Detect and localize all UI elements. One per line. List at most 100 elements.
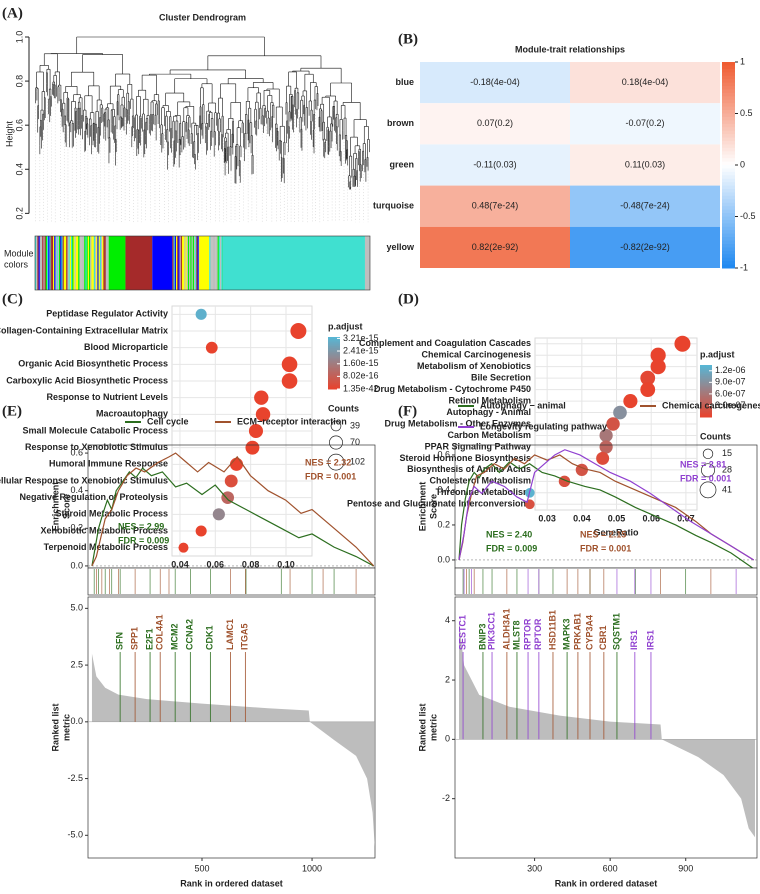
colorbar-step (722, 120, 735, 125)
size-key (699, 481, 717, 499)
colorbar-step (700, 368, 712, 371)
category-label: Carboxylic Acid Biosynthetic Process (6, 375, 168, 385)
colorbar-step (700, 392, 712, 395)
cell-label: -0.48(7e-24) (620, 201, 670, 211)
category-label: Small Molecule Catabolic Process (22, 425, 168, 435)
category-label: Cellular Response to Xenobiotic Stimulus (0, 475, 168, 485)
colorbar-step (722, 178, 735, 183)
module-color (45, 236, 48, 290)
gene-label: RPTOR (522, 618, 532, 650)
colorbar-step (700, 367, 712, 370)
module-color (196, 236, 198, 290)
module-color (59, 236, 61, 290)
colorbar-step (328, 369, 340, 372)
x-tick-label: 1000 (302, 863, 322, 873)
y-tick-label: 0.2 (14, 207, 24, 220)
colorbar-step (328, 357, 340, 360)
dot (248, 423, 264, 439)
colorbar-step (722, 237, 735, 242)
colorbar-step (700, 398, 712, 401)
colorbar-step (722, 171, 735, 176)
cell-label: -0.82(2e-92) (620, 242, 670, 252)
module-color (77, 236, 79, 290)
y-tick-label: 0.0 (437, 554, 450, 564)
category-label: Collagen-Containing Extracellular Matrix (0, 325, 168, 335)
size-key-label: 41 (722, 484, 732, 494)
colorbar-step (722, 134, 735, 139)
module-color (215, 236, 217, 290)
colorbar-step (328, 385, 340, 387)
gene-label: MLST8 (511, 620, 521, 650)
chart-title: Module-trait relationships (515, 44, 625, 54)
colorbar-step (700, 384, 712, 387)
category-label: Biosynthesis of Amino Acids (407, 464, 531, 474)
dot (650, 347, 666, 363)
colorbar-tick-label: 1.35e-42 (343, 383, 379, 393)
colorbar-step (722, 240, 735, 245)
panel-label: (E) (2, 403, 22, 419)
module-color (216, 236, 218, 290)
category-label: Negative Regulation of Proteolysis (19, 492, 168, 502)
category-label: Drug Metabolism - Other Enzymes (384, 418, 531, 428)
category-label: Retinol Metabolism (448, 395, 531, 405)
colorbar-step (722, 168, 735, 173)
row-label: green (389, 159, 414, 169)
cell-label: -0.18(4e-04) (470, 77, 520, 87)
legend-label: Longevity regulating pathway (480, 421, 607, 431)
module-color (101, 236, 103, 290)
module-color (49, 236, 51, 290)
colorbar-step (722, 158, 735, 163)
colorbar-tick-label: 3.0e-07 (715, 400, 746, 410)
dot (596, 451, 610, 465)
heatmap-cell (570, 144, 720, 186)
colorbar-step (700, 372, 712, 375)
module-color (42, 236, 44, 290)
colorbar-step (722, 243, 735, 248)
module-color (98, 236, 100, 290)
colorbar-tick-label: 0 (740, 159, 745, 169)
colorbar-step (328, 339, 340, 342)
legend-title: Counts (328, 403, 359, 413)
dot (650, 359, 666, 375)
y-tick-label: 4 (445, 615, 450, 625)
cell-label: 0.11(0.03) (625, 159, 665, 169)
colorbar-step (700, 407, 712, 410)
heatmap-cell (420, 103, 570, 145)
annotation: FDR = 0.001 (305, 471, 356, 481)
colorbar-step (722, 195, 735, 200)
y-tick-label: 0.4 (70, 485, 83, 495)
colorbar-step (328, 337, 340, 339)
colorbar-step (328, 343, 340, 346)
metric-area (91, 653, 375, 847)
colorbar-step (700, 397, 712, 400)
annotation: FDR = 0.009 (118, 535, 169, 545)
gene-label: COL4A1 (155, 614, 165, 650)
x-tick-label: 0.06 (642, 513, 660, 523)
y-axis-label: Height (4, 120, 14, 147)
size-key-label: 70 (350, 437, 360, 447)
colorbar-step (722, 82, 735, 87)
module-color (74, 236, 76, 290)
dot (290, 323, 307, 339)
colorbar-step (722, 189, 735, 193)
module-color (211, 236, 213, 290)
colorbar-step (700, 409, 712, 411)
colorbar-step (722, 79, 735, 84)
colorbar-step (722, 65, 735, 70)
colorbar-step (700, 381, 712, 384)
category-label: PPAR Signaling Pathway (425, 441, 531, 451)
gene-label: CDK1 (205, 625, 215, 650)
colorbar-tick-label: 2.41e-15 (343, 345, 379, 355)
colorbar-step (328, 387, 340, 390)
colorbar-step (328, 359, 340, 361)
category-label: Bile Secretion (471, 373, 531, 383)
metric-frame (454, 596, 758, 859)
module-color (84, 236, 86, 290)
metric-area (459, 620, 755, 838)
module-color (35, 236, 37, 290)
category-label: Terpenoid Metabolic Process (44, 542, 168, 552)
y-tick-label: 0.2 (70, 523, 83, 533)
size-key-label: 15 (722, 448, 732, 458)
annotation: NES = 2.81 (680, 459, 726, 469)
dot (640, 382, 656, 397)
